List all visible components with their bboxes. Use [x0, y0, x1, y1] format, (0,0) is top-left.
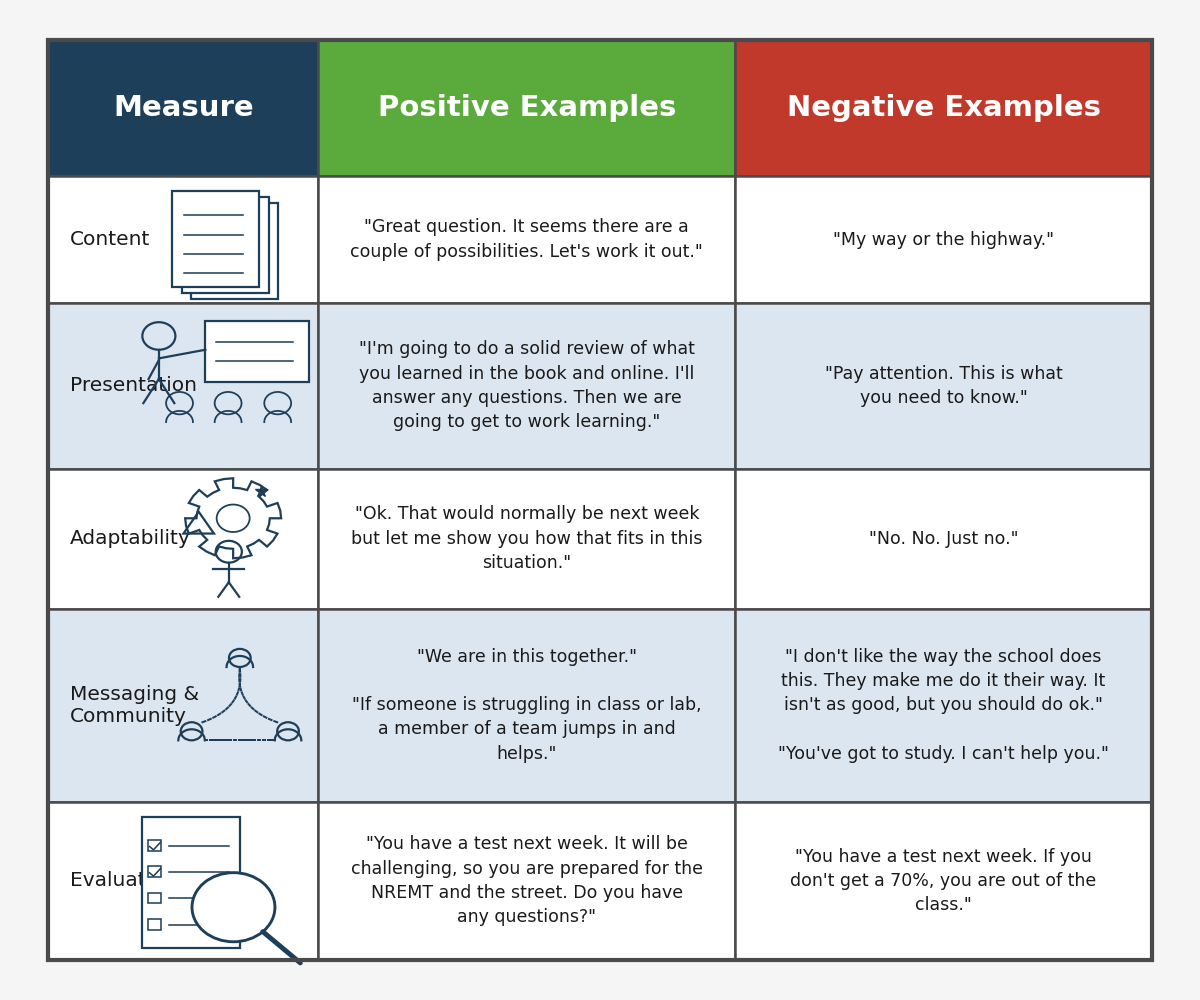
Text: Content: Content: [70, 230, 150, 249]
Bar: [736, 40, 1152, 176]
Text: Presentation: Presentation: [70, 376, 197, 395]
FancyBboxPatch shape: [148, 919, 161, 930]
Bar: [318, 303, 736, 469]
Text: "We are in this together."

"If someone is struggling in class or lab,
a member : "We are in this together." "If someone i…: [352, 648, 702, 763]
Text: Adaptability: Adaptability: [70, 529, 191, 548]
Text: "I'm going to do a solid review of what
you learned in the book and online. I'll: "I'm going to do a solid review of what …: [359, 340, 695, 431]
Text: Negative Examples: Negative Examples: [787, 94, 1100, 122]
Bar: [736, 303, 1152, 469]
FancyBboxPatch shape: [205, 321, 308, 382]
Bar: [48, 469, 318, 609]
Bar: [48, 40, 318, 176]
Circle shape: [192, 873, 275, 942]
Text: "Pay attention. This is what
you need to know.": "Pay attention. This is what you need to…: [824, 365, 1062, 407]
Bar: [736, 609, 1152, 802]
Bar: [48, 303, 318, 469]
Text: "Ok. That would normally be next week
but let me show you how that fits in this
: "Ok. That would normally be next week bu…: [352, 505, 703, 572]
FancyBboxPatch shape: [181, 197, 269, 293]
Text: "No. No. Just no.": "No. No. Just no.": [869, 530, 1019, 548]
FancyBboxPatch shape: [148, 840, 161, 851]
Text: Evaluation: Evaluation: [70, 871, 176, 890]
Bar: [318, 40, 736, 176]
Bar: [318, 176, 736, 303]
Text: "My way or the highway.": "My way or the highway.": [833, 231, 1054, 249]
Text: "You have a test next week. If you
don't get a 70%, you are out of the
class.": "You have a test next week. If you don't…: [791, 848, 1097, 914]
Bar: [736, 469, 1152, 609]
Bar: [736, 802, 1152, 960]
Bar: [736, 176, 1152, 303]
Text: "Great question. It seems there are a
couple of possibilities. Let's work it out: "Great question. It seems there are a co…: [350, 218, 703, 261]
FancyBboxPatch shape: [148, 866, 161, 877]
Bar: [318, 802, 736, 960]
FancyBboxPatch shape: [148, 893, 161, 903]
Bar: [318, 469, 736, 609]
Bar: [48, 176, 318, 303]
Text: Measure: Measure: [113, 94, 253, 122]
Bar: [48, 609, 318, 802]
Text: "I don't like the way the school does
this. They make me do it their way. It
isn: "I don't like the way the school does th…: [778, 648, 1109, 763]
FancyBboxPatch shape: [172, 191, 259, 287]
Text: Positive Examples: Positive Examples: [378, 94, 676, 122]
Text: Messaging &
Community: Messaging & Community: [70, 685, 199, 726]
FancyBboxPatch shape: [191, 203, 278, 299]
Bar: [48, 802, 318, 960]
FancyBboxPatch shape: [142, 817, 240, 948]
Text: "You have a test next week. It will be
challenging, so you are prepared for the
: "You have a test next week. It will be c…: [350, 835, 703, 926]
Bar: [318, 609, 736, 802]
